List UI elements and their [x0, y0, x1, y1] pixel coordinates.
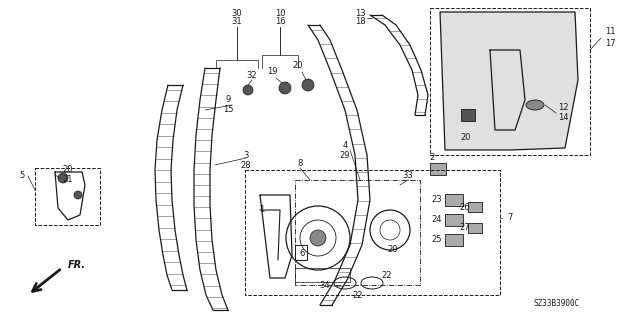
Circle shape — [243, 85, 253, 95]
Bar — [461, 109, 475, 121]
Polygon shape — [440, 12, 578, 150]
Text: 7: 7 — [508, 213, 513, 222]
Text: 13: 13 — [355, 9, 365, 18]
Bar — [468, 202, 482, 212]
Text: 20: 20 — [388, 246, 398, 255]
Circle shape — [310, 230, 326, 246]
Text: 27: 27 — [460, 224, 470, 233]
Text: 14: 14 — [557, 114, 568, 122]
Text: 18: 18 — [355, 18, 365, 26]
Text: 9: 9 — [225, 95, 230, 105]
Text: 25: 25 — [432, 235, 442, 244]
Circle shape — [74, 191, 82, 199]
Text: 1: 1 — [259, 205, 264, 214]
Text: 12: 12 — [557, 103, 568, 113]
Circle shape — [279, 82, 291, 94]
Text: 2: 2 — [429, 153, 435, 162]
Text: 30: 30 — [232, 9, 243, 18]
Bar — [295, 268, 350, 282]
Text: 15: 15 — [223, 106, 233, 115]
Text: SZ33B3900C: SZ33B3900C — [534, 299, 580, 308]
Text: 23: 23 — [432, 196, 442, 204]
Bar — [445, 194, 463, 206]
Bar — [445, 234, 463, 246]
Text: 26: 26 — [460, 203, 470, 211]
Text: 20: 20 — [63, 166, 73, 174]
Text: 28: 28 — [241, 160, 252, 169]
Bar — [445, 214, 463, 226]
Text: 24: 24 — [432, 216, 442, 225]
Text: 29: 29 — [340, 151, 350, 160]
Bar — [295, 245, 307, 260]
Text: 5: 5 — [19, 172, 24, 181]
Text: 3: 3 — [243, 151, 249, 160]
Text: 6: 6 — [300, 249, 305, 257]
Text: FR.: FR. — [68, 260, 86, 270]
Bar — [430, 163, 446, 175]
Text: 31: 31 — [232, 18, 243, 26]
Text: 34: 34 — [320, 280, 330, 290]
Text: 20: 20 — [292, 61, 303, 70]
Text: 16: 16 — [275, 18, 285, 26]
Text: 11: 11 — [605, 27, 615, 36]
Text: 20: 20 — [461, 133, 471, 143]
Circle shape — [302, 79, 314, 91]
Ellipse shape — [526, 100, 544, 110]
Text: 10: 10 — [275, 9, 285, 18]
Text: 33: 33 — [403, 170, 413, 180]
Text: 21: 21 — [63, 175, 73, 184]
Text: 32: 32 — [246, 70, 257, 79]
Text: 4: 4 — [342, 140, 348, 150]
Text: 17: 17 — [605, 39, 615, 48]
Text: 22: 22 — [381, 271, 392, 279]
Text: 22: 22 — [353, 291, 364, 300]
Text: 8: 8 — [298, 159, 303, 167]
Text: 19: 19 — [267, 68, 277, 77]
Circle shape — [58, 173, 68, 183]
Bar — [468, 223, 482, 233]
